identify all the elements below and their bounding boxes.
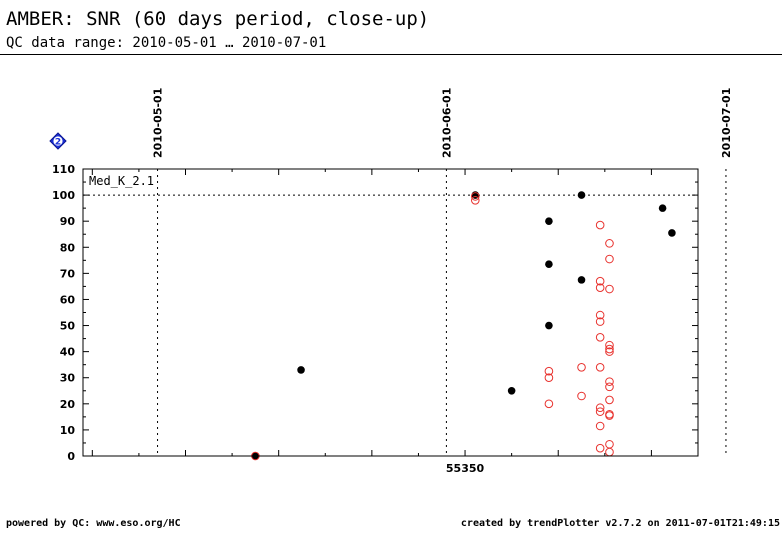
reference-line-group: Med_K_2.1 [83, 174, 698, 196]
data-point-filled [658, 204, 667, 212]
date-marker-labels: 2010-05-01 2010-06-01 2010-07-01 [152, 88, 733, 158]
y-tick-label: 40 [60, 346, 76, 359]
data-point-open [605, 254, 614, 264]
y-tick-label: 80 [60, 241, 76, 254]
y-tick-label: 70 [60, 267, 76, 280]
chart-main-title: AMBER: SNR (60 days period, close-up) [6, 8, 430, 30]
date-marker-lines [157, 169, 727, 456]
data-point-filled [577, 276, 586, 284]
header-divider [0, 54, 782, 55]
data-point-filled [545, 260, 553, 269]
data-point-open [595, 310, 605, 320]
data-point-open [595, 317, 605, 326]
data-point-open [605, 377, 614, 386]
data-point-open [605, 344, 614, 354]
data-point-open [605, 239, 614, 248]
data-point-open [544, 366, 554, 376]
data-point-open [470, 192, 480, 201]
data-point-filled [507, 386, 516, 395]
date-marker-label: 2010-05-01 [152, 88, 165, 158]
data-point-open [605, 439, 614, 449]
y-tick-label: 110 [52, 163, 75, 176]
data-point-open [595, 276, 605, 286]
data-point-open [595, 362, 605, 372]
date-marker-label: 2010-07-01 [720, 88, 733, 158]
data-point-filled [577, 191, 586, 199]
y-tick-label: 50 [60, 320, 76, 333]
data-point-open [577, 391, 586, 401]
data-point-open [595, 220, 605, 230]
x-tick-label: 55350 [446, 462, 485, 475]
y-tick-label: 30 [60, 372, 76, 385]
y-tick-label: 60 [60, 293, 76, 306]
data-point-open [595, 421, 605, 431]
data-point-filled [545, 217, 553, 225]
y-tick-label: 20 [60, 398, 76, 411]
data-point-open [605, 340, 614, 350]
data-point-open [595, 407, 605, 416]
data-point-open [544, 373, 554, 383]
x-axis: 55350 [91, 169, 699, 475]
data-point-open [605, 382, 614, 392]
date-marker-label: 2010-06-01 [440, 88, 453, 158]
data-point-open [595, 332, 605, 342]
reference-line-label: Med_K_2.1 [89, 174, 154, 188]
data-point-open [595, 403, 605, 413]
data-points [251, 191, 676, 461]
y-tick-label: 100 [52, 189, 75, 202]
data-point-open [595, 283, 605, 293]
y-tick-label: 90 [60, 215, 76, 228]
qc-data-range: QC data range: 2010-05-01 … 2010-07-01 [6, 35, 327, 51]
data-point-open [605, 347, 614, 356]
legend-diamond-inner [53, 136, 63, 146]
y-tick-label: 0 [67, 450, 75, 463]
data-point-filled [545, 321, 553, 330]
data-point-open [605, 395, 614, 405]
data-point-filled [668, 229, 676, 237]
y-tick-label: 10 [60, 424, 76, 437]
legend-icon-label: 2 [55, 138, 61, 148]
footer-created-by: created by trendPlotter v2.7.2 on 2011-0… [460, 518, 780, 529]
data-point-open [577, 362, 586, 372]
legend-icon-group: 2 [49, 132, 67, 150]
data-point-open [605, 284, 614, 294]
data-point-open [605, 447, 614, 457]
data-point-open [605, 411, 614, 420]
data-point-open [595, 443, 605, 453]
footer-powered-by: powered by QC: www.eso.org/HC [6, 518, 181, 529]
data-point-filled [297, 366, 305, 374]
y-axis: 0 10 20 30 40 50 60 70 80 90 100 110 [52, 163, 698, 463]
data-point-open [544, 399, 554, 409]
data-point-open [470, 196, 480, 205]
